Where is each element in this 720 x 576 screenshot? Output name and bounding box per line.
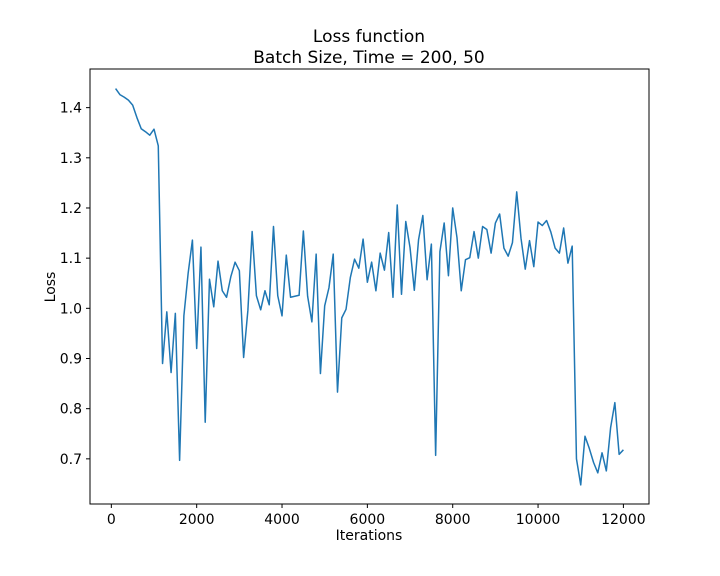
x-tick-label: 8000	[435, 512, 471, 528]
plot-frame	[89, 68, 650, 505]
y-tick-label: 0.7	[60, 452, 82, 468]
x-tick-label: 0	[107, 512, 116, 528]
y-tick-label: 1.0	[60, 301, 82, 317]
x-tick-label: 6000	[350, 512, 386, 528]
y-axis: 0.7 0.8 0.9 1.0 1.1 1.2 1.3 1.4	[60, 101, 90, 468]
x-tick-label: 2000	[179, 512, 215, 528]
loss-series-line	[114, 88, 624, 486]
x-axis: 0 2000 4000 6000 8000 10000 12000	[107, 504, 646, 528]
y-tick-label: 1.4	[60, 101, 82, 117]
y-tick-label: 1.1	[60, 251, 82, 267]
x-axis-label: Iterations	[336, 528, 403, 544]
y-tick-label: 0.9	[60, 351, 82, 367]
chart-subtitle: Batch Size, Time = 200, 50	[253, 48, 485, 68]
x-tick-label: 12000	[601, 512, 646, 528]
x-tick-label: 4000	[264, 512, 300, 528]
chart-title: Loss function	[313, 27, 425, 47]
y-tick-label: 1.2	[60, 201, 82, 217]
y-tick-label: 0.8	[60, 402, 82, 418]
x-tick-label: 10000	[516, 512, 561, 528]
plot-area	[114, 88, 624, 486]
y-axis-label: Loss	[43, 272, 59, 303]
y-tick-label: 1.3	[60, 151, 82, 167]
